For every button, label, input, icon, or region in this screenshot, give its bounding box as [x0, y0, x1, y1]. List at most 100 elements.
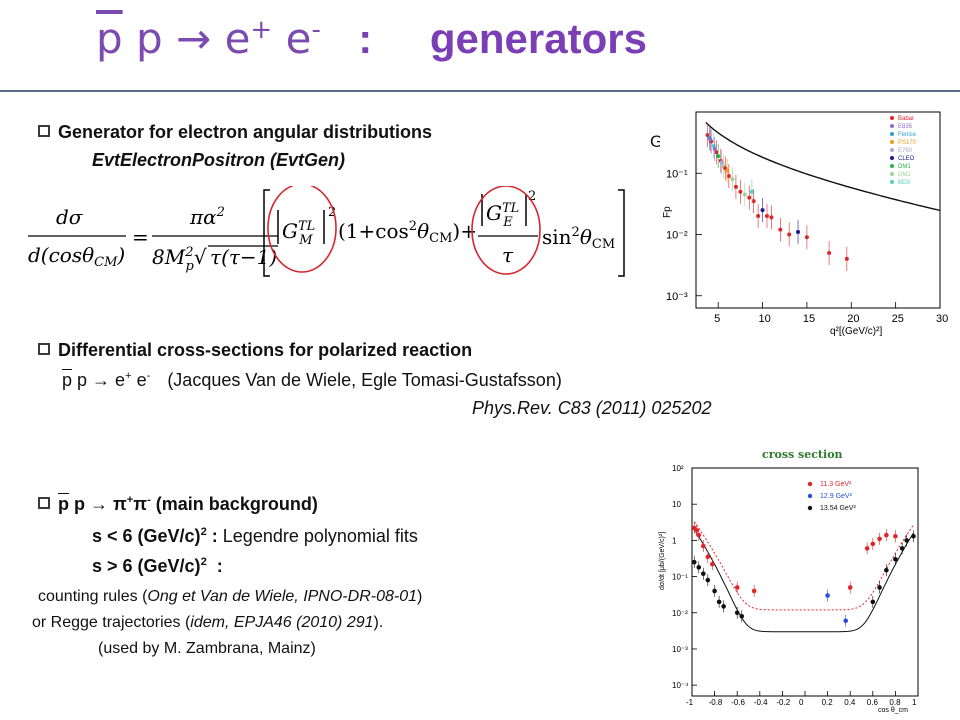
highlight-gm-circle — [267, 186, 337, 273]
formula-lhs-den: d(cosθCM) — [28, 243, 125, 270]
cs-xtick-label: 0 — [799, 698, 804, 707]
ff-point — [733, 184, 738, 189]
ff-legend-marker — [890, 124, 894, 128]
cs-point — [701, 543, 706, 549]
ff-point — [738, 189, 743, 194]
section1-heading: Generator for electron angular distribut… — [38, 122, 432, 143]
ff-xtick-label: 20 — [847, 313, 859, 325]
section2-reaction: p p → e+ e- — [62, 370, 151, 390]
bullet-icon — [38, 125, 50, 138]
cs-point — [893, 557, 898, 562]
ff-legend-marker — [890, 116, 894, 120]
section3-line2: s > 6 (GeV/c)2 : — [92, 556, 223, 576]
ff-legend-label: E835 — [898, 124, 913, 130]
section1-subheading: EvtElectronPositron (EvtGen) — [92, 150, 346, 170]
cs-point — [694, 527, 699, 533]
section3-line5: (used by M. Zambrana, Mainz) — [98, 640, 316, 657]
ff-point — [716, 154, 721, 159]
cs-point — [691, 559, 697, 565]
ff-point — [749, 189, 754, 194]
ff-xtick-label: 15 — [803, 313, 815, 325]
ff-point — [778, 227, 783, 232]
cs-ytick-label: 10² — [672, 464, 684, 473]
section2-authors: (Jacques Van de Wiele, Egle Tomasi-Gusta… — [167, 370, 562, 390]
cs-plot-frame — [691, 467, 919, 697]
cs-legend-label: 12.9 GeV² — [820, 493, 853, 500]
ff-point — [804, 235, 809, 240]
cs-legend-marker — [807, 481, 813, 487]
cs-point — [701, 571, 706, 577]
cs-point — [734, 585, 740, 590]
ff-point — [764, 214, 769, 219]
cs-point — [843, 618, 848, 624]
section3-line3: counting rules (Ong et Van de Wiele, IPN… — [38, 588, 423, 605]
section3-line4: or Regge trajectories (idem, EPJA46 (201… — [32, 614, 384, 631]
ff-point — [719, 160, 724, 165]
cs-red-dotted-curve — [693, 521, 914, 611]
cs-ytick-label: 10⁻³ — [672, 645, 688, 654]
cs-ytick-label: 1 — [672, 536, 677, 545]
cs-point — [877, 585, 882, 590]
slide-title: p p → e+ e- : generators — [96, 14, 647, 80]
ff-point — [760, 208, 765, 213]
title-formula: p p → e+ e- — [96, 14, 321, 63]
cs-point — [739, 613, 745, 619]
cs-xtick-label: 0.4 — [844, 698, 856, 707]
cs-title: cross section — [762, 448, 843, 461]
cs-point — [825, 593, 830, 598]
ff-ylabel: Fp — [662, 206, 673, 218]
cs-point — [705, 577, 711, 583]
ff-fit-curve — [705, 121, 941, 212]
ff-legend-label: E760 — [898, 148, 913, 154]
ff-point — [751, 199, 756, 204]
formula-gm: GTL M — [282, 219, 315, 248]
cs-xtick-label: -0.8 — [709, 698, 723, 707]
ff-legend-label: DM1 — [898, 164, 911, 170]
ff-point — [708, 137, 713, 142]
cs-xtick-label: -0.2 — [776, 698, 790, 707]
ff-point — [726, 174, 731, 179]
ff-legend-marker — [890, 164, 894, 168]
cs-xtick-label: 0.6 — [867, 698, 879, 707]
cs-point — [870, 599, 876, 605]
cs-point — [884, 532, 889, 538]
cs-legend-marker — [807, 505, 813, 511]
ff-legend-marker — [890, 132, 894, 136]
cs-ytick-label: 10⁻² — [672, 609, 688, 618]
formula-ge: GTL E — [486, 201, 519, 230]
cs-ytick-label: 10⁻¹ — [672, 573, 688, 582]
ff-point — [725, 168, 730, 173]
title-separator: : — [358, 15, 373, 62]
ff-point — [756, 214, 761, 219]
formula-pre-num: πα2 — [189, 205, 225, 229]
section2-reference: Phys.Rev. C83 (2011) 025202 — [472, 398, 712, 418]
ff-legend-label: Babar — [898, 116, 914, 122]
cs-xtick-label: -0.6 — [731, 698, 745, 707]
cs-xtick-label: 0.8 — [889, 698, 901, 707]
ff-point — [787, 232, 792, 237]
cs-point — [721, 604, 726, 609]
ff-ytick-label: 10⁻¹ — [666, 168, 688, 180]
cs-point — [712, 588, 717, 594]
cs-ytick-label: 10⁻⁴ — [672, 681, 689, 690]
cs-point — [884, 567, 889, 573]
cs-point — [696, 565, 702, 570]
svg-text:τ(τ−1): τ(τ−1) — [210, 245, 277, 269]
bullet-icon — [38, 343, 50, 356]
ff-legend-label: Fenice — [898, 132, 917, 138]
cs-xlabel: cos θ_cm — [878, 707, 908, 714]
svg-text:(1+cos2θCM)+: (1+cos2θCM)+ — [338, 219, 477, 246]
ff-legend-label: CLEO — [898, 156, 915, 162]
ff-point — [730, 177, 735, 182]
ff-ytick-label: 10⁻³ — [666, 291, 688, 303]
cs-black-curve — [693, 529, 914, 633]
cs-point — [705, 554, 711, 560]
cs-legend-label: 11.3 GeV² — [820, 481, 852, 488]
cs-xtick-label: -0.4 — [754, 698, 768, 707]
cs-ylabel: dσ/dt [μb/(GeV/c)²] — [659, 532, 666, 590]
svg-text:2: 2 — [528, 189, 536, 204]
cs-point — [751, 588, 757, 594]
cs-xtick-label: 1 — [912, 698, 917, 707]
cs-point — [734, 610, 740, 616]
ff-legend-marker — [890, 180, 894, 184]
